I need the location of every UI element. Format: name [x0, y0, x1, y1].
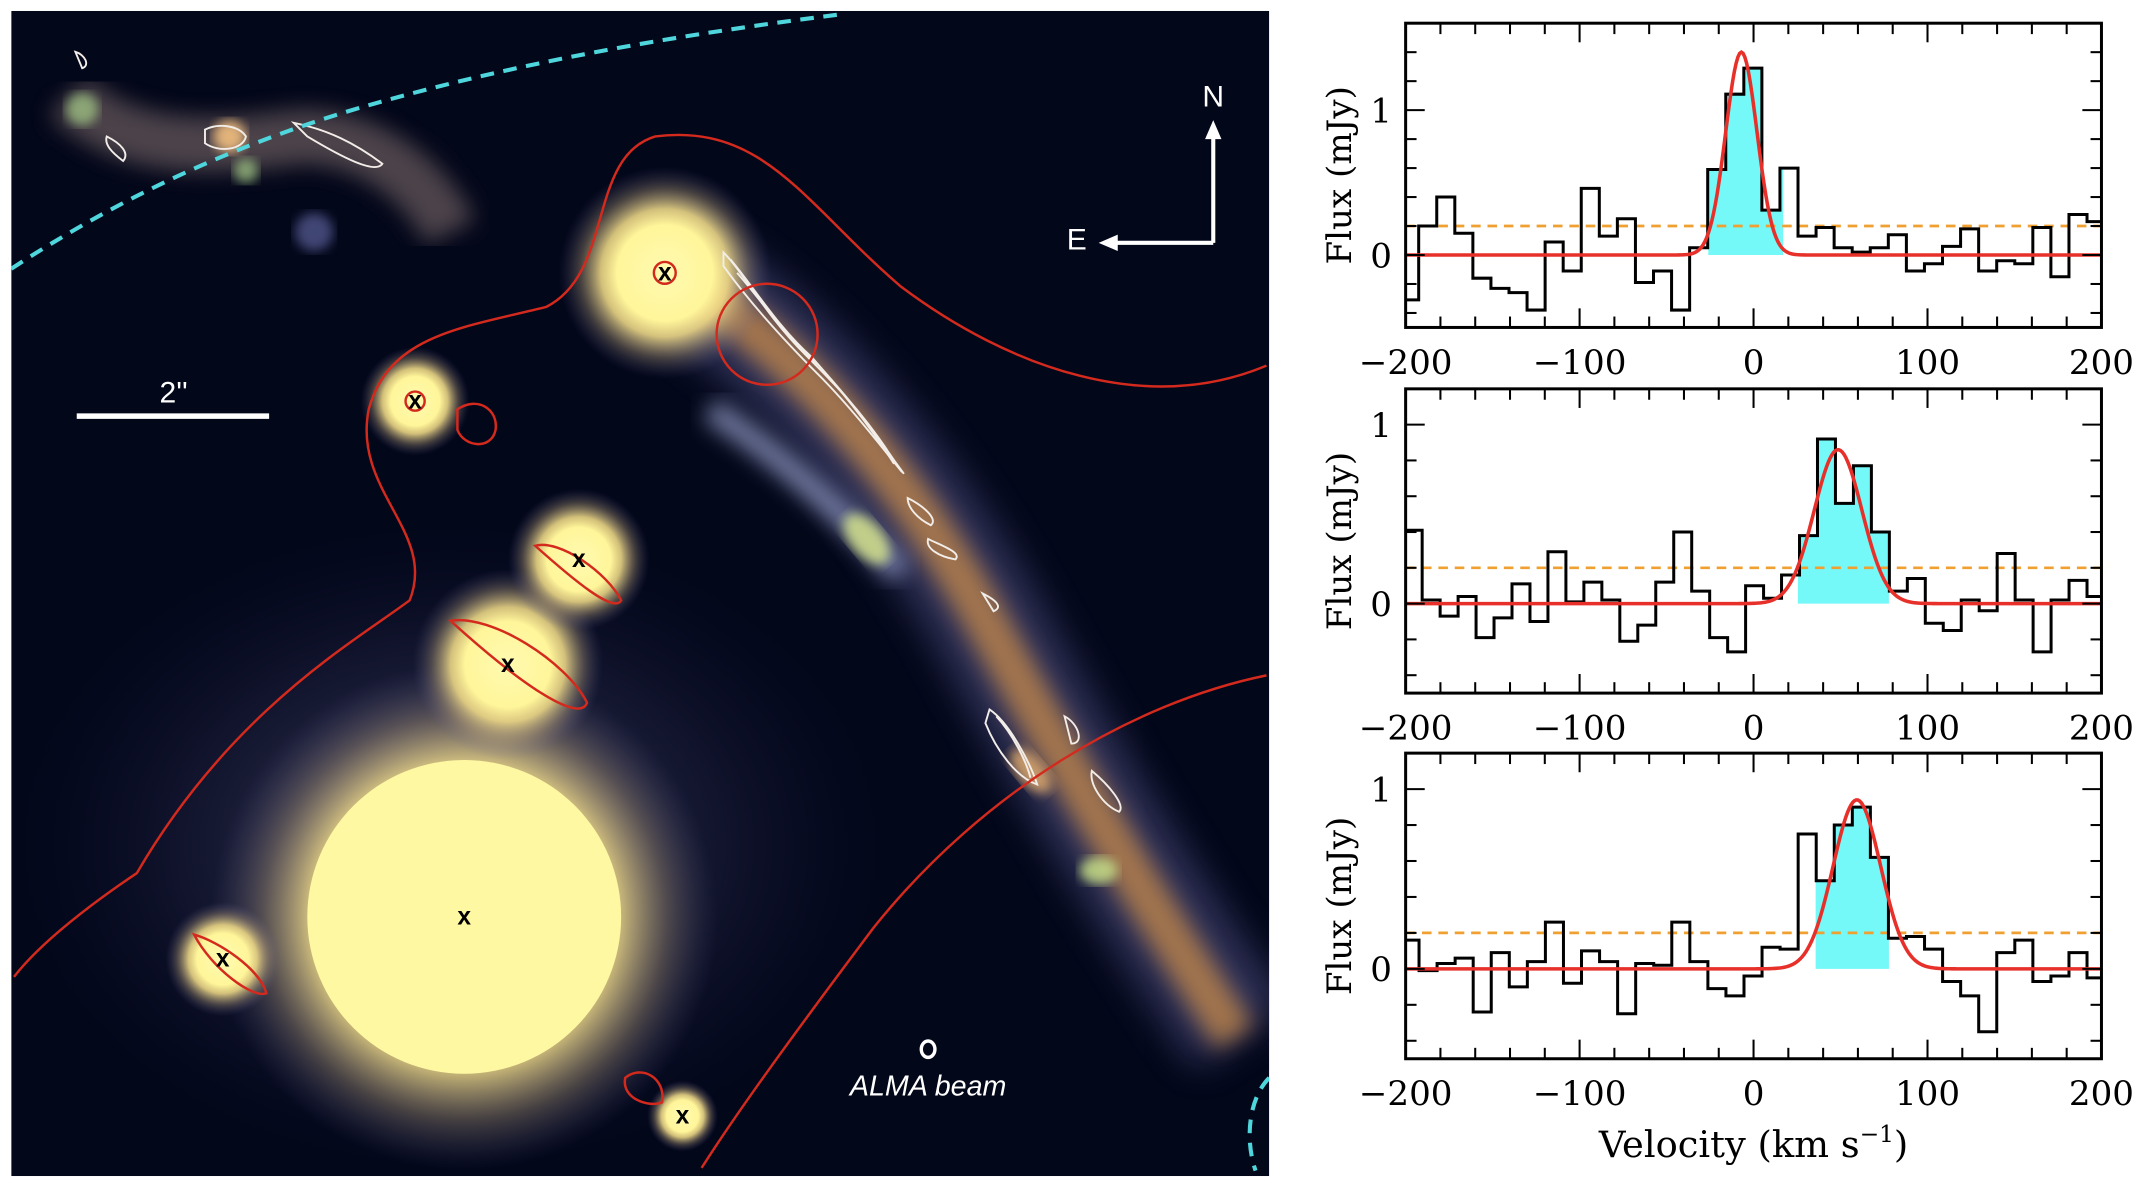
- x-axis-label-close: ): [1894, 1123, 1908, 1166]
- alma-beam-icon: [919, 1039, 937, 1060]
- alma-contours: [73, 50, 1122, 813]
- gaussian-fit-line: [1405, 49, 2102, 257]
- x-tick-label: −100: [1533, 1074, 1627, 1114]
- x-tick-label: 0: [1743, 708, 1765, 748]
- x-tick-label: 200: [2069, 343, 2134, 383]
- cluster-sources: [165, 166, 772, 1171]
- line-flux-shading: [1815, 807, 1889, 969]
- critical-curve-dashed: [11, 11, 847, 271]
- y-tick-label: 0: [1370, 585, 1392, 625]
- y-axis-label: Flux (mJy): [1320, 817, 1360, 995]
- gaussian-fit-line: [1405, 447, 2102, 606]
- compass: [1098, 120, 1222, 252]
- x-tick-label: 200: [2069, 708, 2134, 748]
- x-tick-label: 0: [1743, 1074, 1765, 1114]
- x-axis-label-main: Velocity (km s: [1598, 1123, 1860, 1166]
- x-tick-label: 100: [1895, 1074, 1960, 1114]
- northern-galaxy: [49, 75, 475, 252]
- alma-beam-label: ALMA beam: [848, 1071, 1007, 1103]
- gaussian-fit-line: [1405, 798, 2102, 971]
- x-tick-label: −100: [1533, 343, 1627, 383]
- x-tick-label: 0: [1743, 343, 1765, 383]
- spectrum-histogram: [1405, 66, 2102, 312]
- x-tick-label: 200: [2069, 1074, 2134, 1114]
- spectrum-histogram: [1405, 437, 2102, 654]
- y-tick-label: 1: [1370, 770, 1392, 810]
- plot-frame: [1404, 387, 2103, 695]
- source-marker: x: [501, 651, 515, 678]
- x-tick-label: −200: [1359, 1074, 1453, 1114]
- y-axis-label: Flux (mJy): [1320, 86, 1360, 264]
- compass-east-label: E: [1067, 224, 1087, 257]
- source-marker: x: [572, 546, 586, 573]
- spectrum-histogram: [1405, 805, 2102, 1034]
- x-tick-label: −200: [1359, 708, 1453, 748]
- source-marker: x: [457, 903, 471, 930]
- y-tick-label: 0: [1370, 950, 1392, 990]
- source-marker: x: [676, 1103, 690, 1130]
- x-tick-label: 100: [1895, 708, 1960, 748]
- hst-alma-image: x x x x x x x 2'' N E ALMA beam: [11, 10, 1270, 1177]
- compass-north-label: N: [1202, 80, 1224, 113]
- lensed-arc: [618, 209, 1270, 1069]
- critical-curve-dashed-2: [1247, 1076, 1270, 1172]
- x-tick-label: −200: [1359, 343, 1453, 383]
- source-marker: x: [408, 388, 422, 415]
- scale-bar-label: 2'': [160, 376, 188, 409]
- y-tick-label: 1: [1370, 406, 1392, 446]
- x-axis-label-superscript: −1: [1860, 1121, 1894, 1148]
- red-contours: [13, 133, 1267, 1169]
- source-marker: x: [216, 946, 230, 973]
- x-tick-label: 100: [1895, 343, 1960, 383]
- source-marker: x: [658, 259, 672, 286]
- y-axis-label: Flux (mJy): [1320, 452, 1360, 630]
- y-tick-label: 0: [1370, 236, 1392, 276]
- x-axis-label: Velocity (km s−1): [1598, 1121, 1908, 1166]
- x-tick-label: −100: [1533, 708, 1627, 748]
- y-tick-label: 1: [1370, 91, 1392, 131]
